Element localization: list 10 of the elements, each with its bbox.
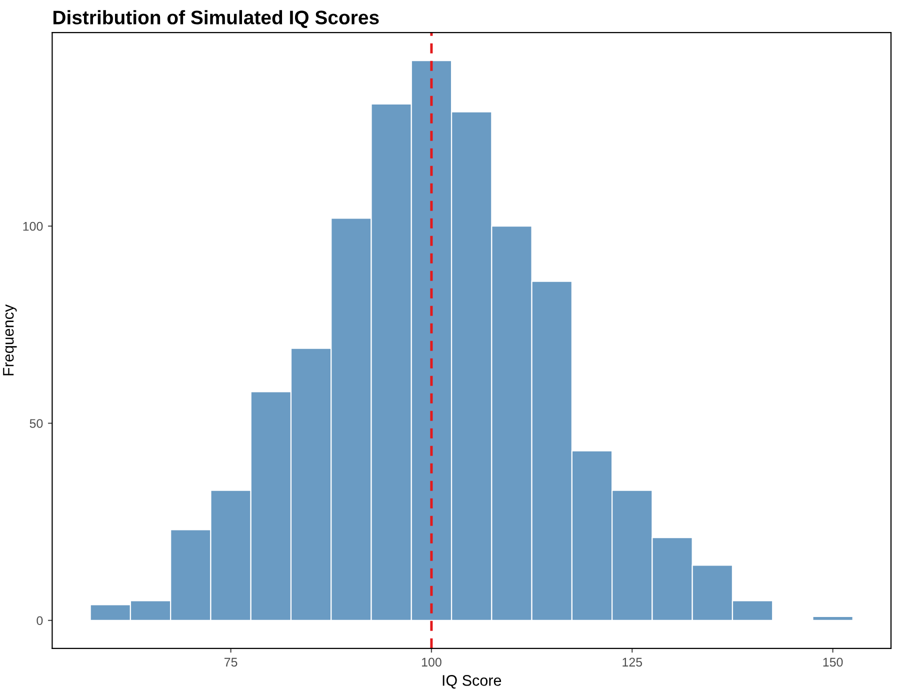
y-tick-label: 50 (30, 419, 43, 428)
chart-title: Distribution of Simulated IQ Scores (54, 10, 379, 28)
x-tick-label: 100 (422, 658, 442, 667)
y-axis-title: Frequency (3, 304, 17, 376)
y-tick-label: 100 (23, 222, 43, 231)
y-tick-label: 0 (36, 616, 43, 626)
x-tick-label: 125 (622, 658, 642, 667)
x-tick-label: 150 (823, 658, 843, 667)
x-tick-label: 75 (224, 658, 238, 667)
x-axis-title: IQ Score (442, 675, 502, 689)
